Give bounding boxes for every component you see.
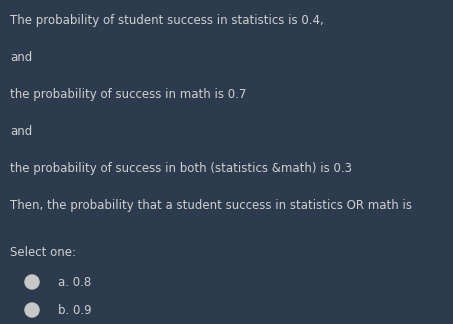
Text: Then, the probability that a student success in statistics OR math is: Then, the probability that a student suc… [10, 199, 412, 212]
Text: The probability of student success in statistics is 0.4,: The probability of student success in st… [10, 14, 324, 27]
Text: the probability of success in math is 0.7: the probability of success in math is 0.… [10, 88, 246, 101]
Text: Select one:: Select one: [10, 246, 76, 259]
Circle shape [25, 303, 39, 317]
Text: a. 0.8: a. 0.8 [58, 276, 91, 289]
Text: and: and [10, 51, 32, 64]
Circle shape [25, 275, 39, 289]
Text: the probability of success in both (statistics &math) is 0.3: the probability of success in both (stat… [10, 162, 352, 175]
Text: and: and [10, 125, 32, 138]
Text: b. 0.9: b. 0.9 [58, 304, 92, 317]
